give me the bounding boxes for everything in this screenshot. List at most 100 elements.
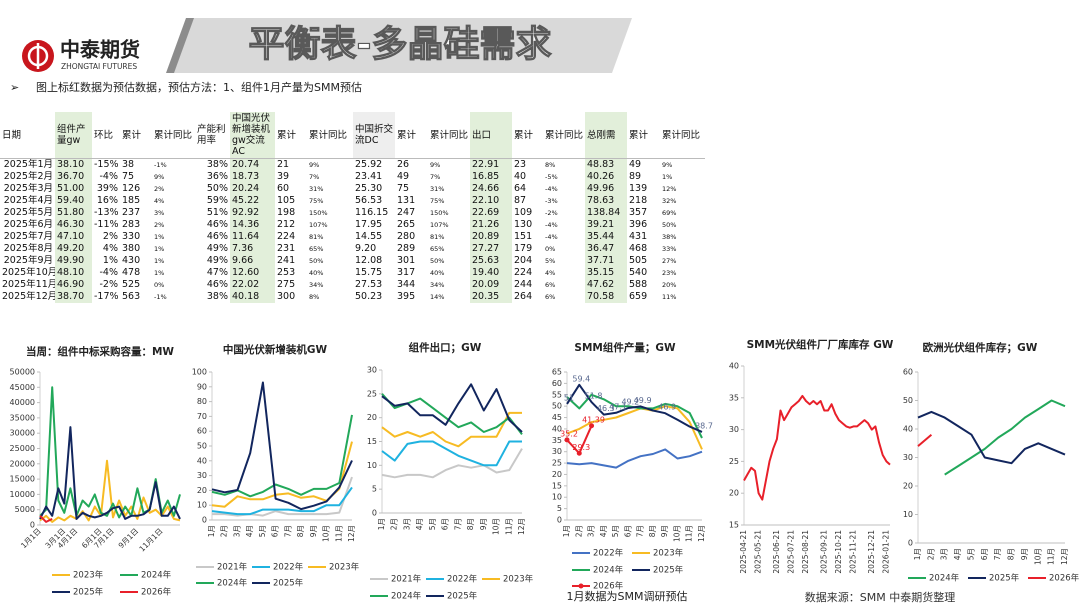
- table-cell: 34%: [309, 281, 324, 289]
- column-header: 日期: [0, 112, 55, 159]
- table-cell: 49: [397, 171, 410, 182]
- data-label: 51.8: [585, 392, 603, 401]
- legend-label: 2025年: [73, 587, 104, 598]
- table-cell: 2025年5月: [3, 207, 53, 218]
- x-tick-label: 7月: [283, 525, 292, 537]
- chart: 组件出口；GW 0 5 10 15 20 25 30 1月 2月 3月 4月 5月 6月 7月 8月 9月 10月…: [367, 341, 534, 602]
- table-cell: -2%: [99, 279, 119, 290]
- y-tick-label: 60: [197, 427, 207, 436]
- note: 图上标红数据为预估数据，预估方法：1、组件1月产量为SMM预估: [36, 80, 362, 94]
- y-tick-label: 35: [552, 436, 562, 445]
- x-tick-label: 11月: [334, 525, 343, 542]
- x-tick-label: 5月: [966, 548, 975, 560]
- x-tick-label: 1月1日: [19, 526, 43, 550]
- table-cell: 264: [514, 291, 533, 302]
- y-tick-label: 70: [197, 412, 207, 421]
- table-cell: 330: [122, 231, 141, 242]
- x-tick-label: 1月: [562, 525, 571, 537]
- table-cell: 212: [277, 219, 296, 230]
- y-tick-label: 25: [367, 389, 377, 398]
- y-tick-label: 80: [197, 397, 207, 406]
- table-cell: 70.58: [585, 291, 627, 303]
- series-line: [566, 405, 703, 450]
- x-tick-label: 2025-08-21: [801, 530, 810, 574]
- table-cell: 218: [629, 195, 648, 206]
- table-cell: 23%: [662, 269, 677, 277]
- table-cell: 16%: [96, 195, 118, 206]
- x-tick-label: 2025-05-21: [754, 530, 763, 574]
- chart: 欧洲光伏组件库存；GW 0 10 20 30 40 50 60 1月 2月 3月 4月 5月 6月 7月 8月…: [903, 341, 1080, 584]
- header-row: 日期 组件产量gw 环比 累计 累计同比 产能利用率 中国光伏新增装机gw交流AC 累计 累计同…: [0, 112, 705, 159]
- table-cell: 237: [122, 207, 141, 218]
- table-cell: 289: [397, 243, 416, 254]
- table-cell: 20%: [662, 281, 677, 289]
- table-cell: 300: [277, 291, 296, 302]
- table-cell: -11%: [94, 219, 119, 230]
- y-tick-label: 15: [729, 521, 739, 530]
- x-tick-label: 3月: [402, 518, 411, 530]
- x-tick-label: 11月: [1047, 548, 1056, 565]
- legend-label: 2026年: [1049, 573, 1080, 584]
- table-cell: 4%: [154, 197, 165, 205]
- table-cell: 0%: [154, 281, 165, 289]
- table-cell: 36.70: [55, 171, 92, 183]
- table-cell: 89: [629, 171, 642, 182]
- table-cell: 8%: [545, 161, 556, 169]
- y-tick-label: 15: [367, 437, 377, 446]
- table-cell: 51%: [206, 207, 228, 218]
- y-tick-label: 35: [729, 393, 739, 402]
- table-cell: 280: [397, 231, 416, 242]
- table-row: 2025年10月 48.10 -4% 478 1% 47% 12.60 253 40% 15.75…: [0, 267, 705, 279]
- table-cell: 2025年10月: [2, 267, 55, 278]
- x-tick-label: 7月: [636, 525, 645, 537]
- table-cell: 22.02: [230, 279, 275, 291]
- logo: 中泰期货 ZHONGTAI FUTURES: [22, 38, 140, 72]
- chart-title: SMM光伏组件厂厂库库存 GW: [747, 338, 894, 351]
- chart: SMM组件产量；GW 0 5 10 15 20 25 30 35 40 45 50 55 60 65 1月 2月…: [552, 341, 713, 592]
- table-cell: 505: [629, 255, 648, 266]
- x-tick-label: 5月: [258, 525, 267, 537]
- series-line: [566, 448, 703, 469]
- table-cell: 49%: [206, 243, 228, 254]
- legend-marker: [578, 583, 584, 589]
- y-tick-label: 20: [367, 413, 377, 422]
- chart: 当周：组件中标采购容量：MW 0 5000 10000 15000 20000 25000 3…: [10, 345, 181, 598]
- table-row: 2025年4月 59.40 16% 185 4% 59% 45.22 105 75% 56.53 1…: [0, 195, 705, 207]
- x-tick-label: 6月: [441, 518, 450, 530]
- table-row: 2025年9月 49.90 1% 430 1% 49% 9.66 241 50% 12.08 301…: [0, 255, 705, 267]
- table-cell: 50.23: [355, 291, 383, 302]
- table-cell: 14%: [430, 293, 445, 301]
- x-tick-label: 2025-11-21: [849, 530, 858, 574]
- table-cell: 31%: [309, 185, 324, 193]
- data-label: 35.2: [560, 429, 578, 438]
- table-cell: 46.90: [55, 279, 92, 291]
- x-tick-label: 2月: [220, 525, 229, 537]
- column-header: 累计: [275, 112, 307, 159]
- table-cell: 26: [397, 159, 410, 170]
- table-cell: 5%: [545, 257, 556, 265]
- table-cell: 430: [122, 255, 141, 266]
- table-cell: 2025年1月: [3, 159, 53, 170]
- legend-label: 2024年: [391, 591, 422, 602]
- series-line: [566, 383, 703, 433]
- x-tick-label: 4月: [599, 525, 608, 537]
- column-header: 累计: [627, 112, 660, 159]
- table-cell: 75: [397, 183, 410, 194]
- y-tick-label: 0: [557, 516, 562, 525]
- table-cell: 7%: [309, 173, 320, 181]
- table-cell: 2025年4月: [3, 195, 53, 206]
- table-cell: -4%: [545, 185, 558, 193]
- table-cell: 11%: [662, 293, 677, 301]
- table-cell: 2025年11月: [2, 279, 55, 290]
- table-row: 2025年7月 47.10 2% 330 1% 46% 11.64 224 81% 14.55 28…: [0, 231, 705, 243]
- table-cell: 40.26: [585, 171, 627, 183]
- data-label: 59.4: [572, 374, 590, 383]
- series-line: [381, 411, 522, 448]
- table-cell: 540: [629, 267, 648, 278]
- x-tick-label: 12月: [697, 525, 706, 542]
- column-header: 累计: [120, 112, 152, 159]
- y-tick-label: 40: [552, 424, 562, 433]
- table-cell: 38%: [662, 233, 677, 241]
- table-cell: 283: [122, 219, 141, 230]
- table-cell: 49.20: [55, 243, 92, 255]
